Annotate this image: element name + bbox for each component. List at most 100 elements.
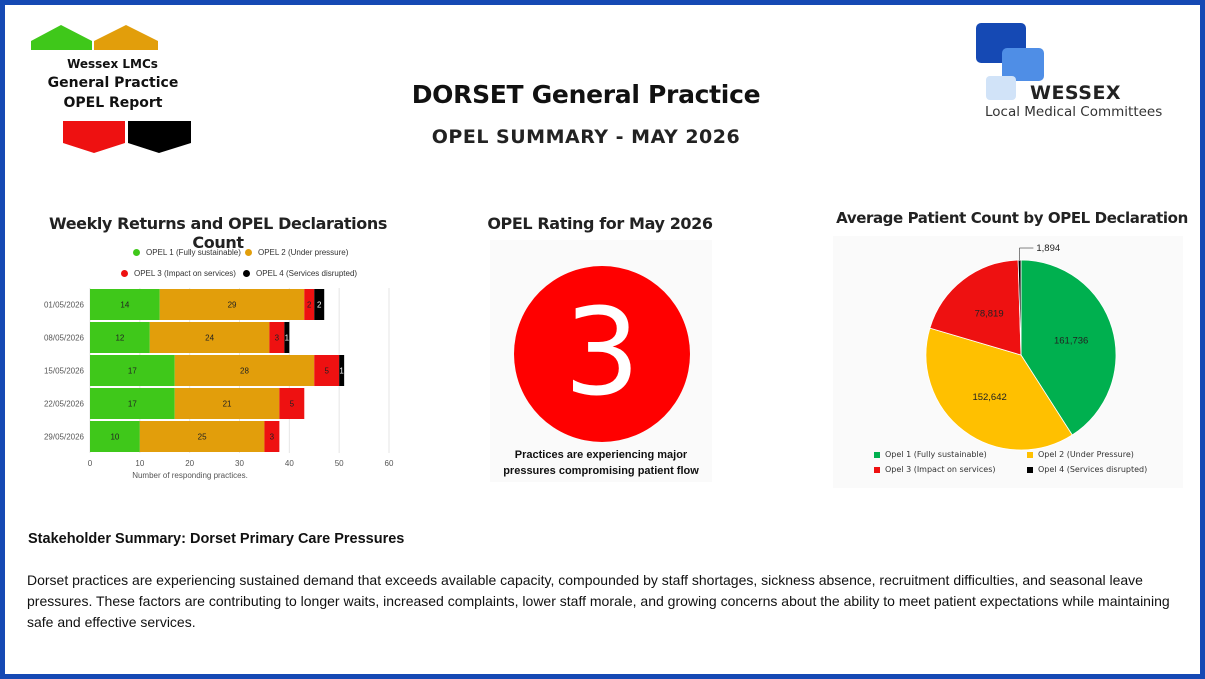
legend-square-icon	[874, 466, 880, 473]
bar-data-label: 12	[115, 334, 124, 343]
pie-legend-opel4-label: Opel 4 (Services disrupted)	[1038, 465, 1148, 474]
legend-square-icon	[1027, 466, 1033, 473]
summary-heading: Stakeholder Summary: Dorset Primary Care…	[28, 531, 405, 547]
x-tick-label: 30	[235, 459, 244, 468]
bar-segment	[174, 355, 315, 386]
bar-legend-opel2: OPEL 2 (Under pressure)	[245, 248, 348, 257]
bar-legend-opel1: OPEL 1 (Fully sustainable)	[133, 248, 241, 257]
bar-data-label: 5	[324, 367, 329, 376]
bar-segment	[139, 421, 265, 452]
x-tick-label: 10	[135, 459, 144, 468]
badge-line-2: General Practice	[47, 75, 179, 91]
bar-data-label: 3	[270, 433, 275, 442]
bar-segment	[314, 355, 340, 386]
x-tick-label: 0	[88, 459, 93, 468]
page-subtitle: OPEL SUMMARY - MAY 2026	[431, 126, 741, 148]
pie-data-label: 152,642	[972, 392, 1006, 403]
y-category-label: 15/05/2026	[44, 367, 85, 376]
bar-data-label: 5	[290, 400, 295, 409]
x-tick-label: 20	[185, 459, 194, 468]
bar-segment	[90, 388, 175, 419]
x-tick-label: 60	[385, 459, 394, 468]
bar-data-label: 25	[198, 433, 207, 442]
wessex-logo-tagline: Local Medical Committees	[985, 104, 1163, 120]
pie-legend-opel2: Opel 2 (Under Pressure)	[1027, 450, 1134, 459]
opel-report-badge	[28, 22, 198, 157]
pie-data-label: 1,894	[1036, 243, 1060, 254]
pie-legend-opel3: Opel 3 (Impact on services)	[874, 465, 995, 474]
bar-data-label: 14	[120, 301, 129, 310]
bar-segment	[90, 322, 150, 353]
wessex-squares-icon	[976, 23, 1044, 100]
legend-square-icon	[874, 451, 880, 458]
bar-data-label: 1	[339, 367, 344, 376]
pie-slice	[925, 327, 1073, 451]
bar-segment	[279, 388, 305, 419]
pie-slice	[929, 259, 1022, 356]
pie-slice	[1017, 259, 1022, 356]
bar-legend-opel4: OPEL 4 (Services disrupted)	[243, 269, 357, 278]
opel-pie-chart: 161,736 152,642 78,819 1,894	[925, 243, 1117, 451]
pie-legend-opel2-label: Opel 2 (Under Pressure)	[1038, 450, 1134, 459]
bar-data-label: 1	[285, 334, 290, 343]
bar-data-label: 24	[205, 334, 214, 343]
pie-legend-opel3-label: Opel 3 (Impact on services)	[885, 465, 996, 474]
bar-data-label: 29	[228, 301, 237, 310]
x-axis-label: Number of responding practices.	[132, 471, 248, 480]
rating-panel-title: OPEL Rating for May 2026	[487, 214, 713, 233]
x-tick-label: 40	[285, 459, 294, 468]
bar-legend-opel1-label: OPEL 1 (Fully sustainable)	[146, 248, 241, 257]
y-category-label: 01/05/2026	[44, 301, 85, 310]
wessex-logo-name: WESSEX	[1030, 82, 1122, 104]
pie-legend-opel1-label: Opel 1 (Fully sustainable)	[885, 450, 987, 459]
bar-segment	[284, 322, 290, 353]
bar-data-label: 2	[307, 301, 312, 310]
bar-segment	[269, 322, 285, 353]
wessex-logo	[975, 22, 1175, 122]
opel-rating-circle	[514, 266, 690, 442]
bar-legend-opel2-label: OPEL 2 (Under pressure)	[258, 248, 349, 257]
legend-dot-icon	[245, 249, 252, 256]
y-category-label: 29/05/2026	[44, 433, 85, 442]
bar-legend-opel3-label: OPEL 3 (Impact on services)	[134, 269, 236, 278]
bar-data-label: 21	[223, 400, 232, 409]
bar-segment	[314, 289, 325, 320]
bar-legend-opel4-label: OPEL 4 (Services disrupted)	[256, 269, 358, 278]
bar-legend-opel3: OPEL 3 (Impact on services)	[121, 269, 236, 278]
bar-data-label: 10	[110, 433, 119, 442]
y-category-label: 08/05/2026	[44, 334, 85, 343]
bar-data-label: 2	[317, 301, 322, 310]
pie-slice	[1020, 259, 1117, 436]
bar-data-label: 28	[240, 367, 249, 376]
bar-data-label: 17	[128, 367, 137, 376]
opel-bar-chart: 0 10 20 30 40 50 60 01/05/2026 14 29 2 2 08/05/2026 1…	[44, 288, 394, 480]
bar-data-label: 3	[275, 334, 280, 343]
pie-chart-title: Average Patient Count by OPEL Declaratio…	[836, 209, 1188, 227]
bar-segment	[304, 289, 315, 320]
bar-segment	[90, 421, 140, 452]
pie-data-label: 78,819	[975, 309, 1004, 320]
legend-dot-icon	[243, 270, 250, 277]
pie-legend-opel4: Opel 4 (Services disrupted)	[1027, 465, 1147, 474]
page-title: DORSET General Practice	[411, 80, 761, 109]
opel-rating-value: 3	[563, 284, 641, 423]
legend-dot-icon	[133, 249, 140, 256]
bar-chart-title: Weekly Returns and OPEL Declarations Cou…	[49, 214, 387, 252]
legend-dot-icon	[121, 270, 128, 277]
bar-data-label: 17	[128, 400, 137, 409]
bar-segment	[174, 388, 280, 419]
bar-segment	[339, 355, 345, 386]
legend-square-icon	[1027, 451, 1033, 458]
rating-caption-line-1: Practices are experiencing major	[514, 449, 688, 461]
bar-segment	[149, 322, 270, 353]
bar-segment	[90, 289, 160, 320]
rating-caption-line-2: pressures compromising patient flow	[503, 465, 699, 477]
y-category-label: 22/05/2026	[44, 400, 85, 409]
summary-body: Dorset practices are experiencing sustai…	[27, 572, 1170, 630]
bar-segment	[264, 421, 280, 452]
badge-line-3: OPEL Report	[63, 95, 163, 111]
x-tick-label: 50	[335, 459, 344, 468]
opel-badge-shapes-icon	[31, 25, 191, 153]
badge-line-1: Wessex LMCs	[67, 57, 158, 71]
pie-legend-opel1: Opel 1 (Fully sustainable)	[874, 450, 987, 459]
